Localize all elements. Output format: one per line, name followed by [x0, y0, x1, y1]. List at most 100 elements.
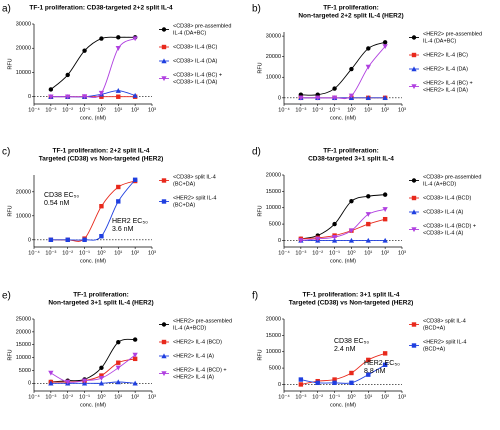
x-tick-label: 10⁻⁴	[278, 249, 290, 256]
data-point	[365, 64, 371, 70]
legend-marker	[161, 339, 167, 345]
data-point	[116, 184, 121, 190]
data-point	[48, 380, 54, 386]
data-point	[366, 221, 371, 227]
y-tick-label: 0	[278, 238, 281, 244]
x-tick-label: 10⁻¹	[329, 394, 340, 400]
data-point	[115, 379, 121, 385]
legend-label: <CD38> IL-4 (A)	[423, 209, 464, 215]
y-tick-label: 15000	[266, 333, 281, 339]
x-tick-label: 10²	[381, 250, 389, 256]
legend-marker	[161, 76, 167, 82]
data-point	[349, 380, 354, 386]
data-point	[382, 44, 388, 50]
chart-title: TF-1 proliferation: CD38-targeted 2+2 sp…	[29, 5, 173, 12]
legend-label: <HER2> pre-assembled	[173, 318, 232, 324]
data-point	[99, 373, 104, 378]
y-axis-label: RFU	[257, 62, 263, 73]
data-point	[298, 238, 304, 244]
legend-label: <HER2> IL-4 (A)	[173, 374, 214, 380]
data-point	[382, 351, 388, 356]
data-point	[82, 237, 87, 242]
legend-marker	[161, 371, 167, 377]
legend-label: IL-4 (DA+BC)	[173, 30, 206, 36]
legend-label: <HER2> IL-4 (BC) +	[423, 80, 473, 86]
x-tick-label: 10²	[381, 394, 389, 400]
x-tick-label: 10⁻³	[295, 250, 306, 256]
legend-label: <HER2> IL-4 (DA)	[423, 87, 468, 93]
legend-marker	[411, 52, 417, 58]
annotation: 3.6 nM	[112, 226, 134, 233]
x-tick-label: 10⁻⁴	[278, 393, 290, 400]
y-tick-label: 15000	[16, 342, 31, 348]
chart-title: TF-1 proliferation: 3+1 split IL-4	[303, 292, 400, 299]
chart-title: TF-1 proliferation:	[323, 5, 379, 12]
x-tick-label: 10¹	[114, 250, 122, 256]
y-tick-label: 20000	[266, 54, 281, 60]
x-tick-label: 10³	[148, 250, 156, 256]
data-point	[65, 72, 70, 78]
legend-label: (BC+DA)	[173, 202, 195, 208]
y-tick-label: 30000	[266, 34, 281, 40]
data-point	[81, 94, 88, 100]
data-point	[366, 194, 371, 199]
legend-label: <CD38> IL-4 (A)	[423, 230, 464, 236]
data-point	[81, 378, 88, 384]
y-tick-label: 0	[28, 381, 31, 387]
fit-curve	[50, 38, 136, 99]
fit-curve	[50, 358, 136, 383]
x-tick-label: 10³	[148, 107, 156, 113]
y-tick-label: 10000	[266, 205, 281, 211]
data-point	[116, 199, 121, 204]
data-point	[382, 216, 388, 222]
x-tick-label: 10¹	[114, 107, 122, 113]
y-tick-label: 20000	[16, 46, 31, 52]
data-point	[132, 356, 138, 362]
legend-label: (BCD+A)	[423, 346, 445, 352]
annotation: CD38 EC₅₀	[44, 192, 79, 199]
legend-label: (BC+DA)	[173, 181, 195, 187]
data-point	[332, 380, 337, 386]
legend-label: <HER2> IL-4 (BCD) +	[173, 367, 227, 373]
data-point	[116, 94, 121, 99]
annotation: 0.54 nM	[44, 200, 69, 207]
x-tick-label: 10⁰	[347, 106, 356, 113]
legend-label: IL-4 (A+BCD)	[423, 181, 456, 187]
data-point	[315, 236, 321, 242]
y-tick-label: 20000	[266, 316, 281, 322]
data-point	[366, 357, 371, 363]
x-tick-label: 10⁻¹	[329, 250, 340, 256]
panel-letter: b)	[252, 4, 261, 15]
y-tick-label: 25000	[16, 316, 31, 322]
x-tick-label: 10⁻¹	[329, 107, 340, 113]
legend-marker	[411, 195, 417, 201]
y-tick-label: 5000	[19, 368, 31, 374]
annotation: HER2 EC₅₀	[364, 360, 400, 367]
chart-title: Targeted (CD38) vs Non-targeted (HER2)	[39, 156, 163, 163]
data-point	[116, 35, 121, 40]
legend-label: <CD38> split IL-4	[423, 318, 466, 324]
legend-marker	[411, 322, 417, 327]
legend-marker	[411, 66, 417, 72]
data-point	[99, 94, 104, 99]
legend-marker	[161, 178, 167, 183]
y-tick-label: 20000	[16, 329, 31, 335]
legend-label: <CD38> IL-4 (BC) +	[173, 72, 222, 78]
legend-label: <CD38> pre-assembled	[173, 23, 231, 29]
panel-letter: a)	[2, 4, 11, 15]
x-tick-label: 10⁰	[347, 393, 356, 400]
fit-curve	[50, 338, 136, 383]
x-tick-label: 10³	[398, 107, 406, 113]
x-tick-label: 10⁻¹	[79, 250, 90, 256]
y-tick-label: 20000	[16, 189, 31, 195]
panel-letter: f)	[252, 291, 258, 302]
data-point	[382, 362, 388, 368]
annotation: 2.4 nM	[334, 346, 356, 353]
data-point	[115, 365, 121, 371]
x-tick-label: 10⁻²	[62, 394, 73, 400]
data-point	[132, 337, 138, 342]
fit-curve	[300, 41, 386, 96]
panel-letter: e)	[2, 291, 11, 302]
data-point	[115, 88, 121, 93]
data-point	[382, 237, 388, 243]
